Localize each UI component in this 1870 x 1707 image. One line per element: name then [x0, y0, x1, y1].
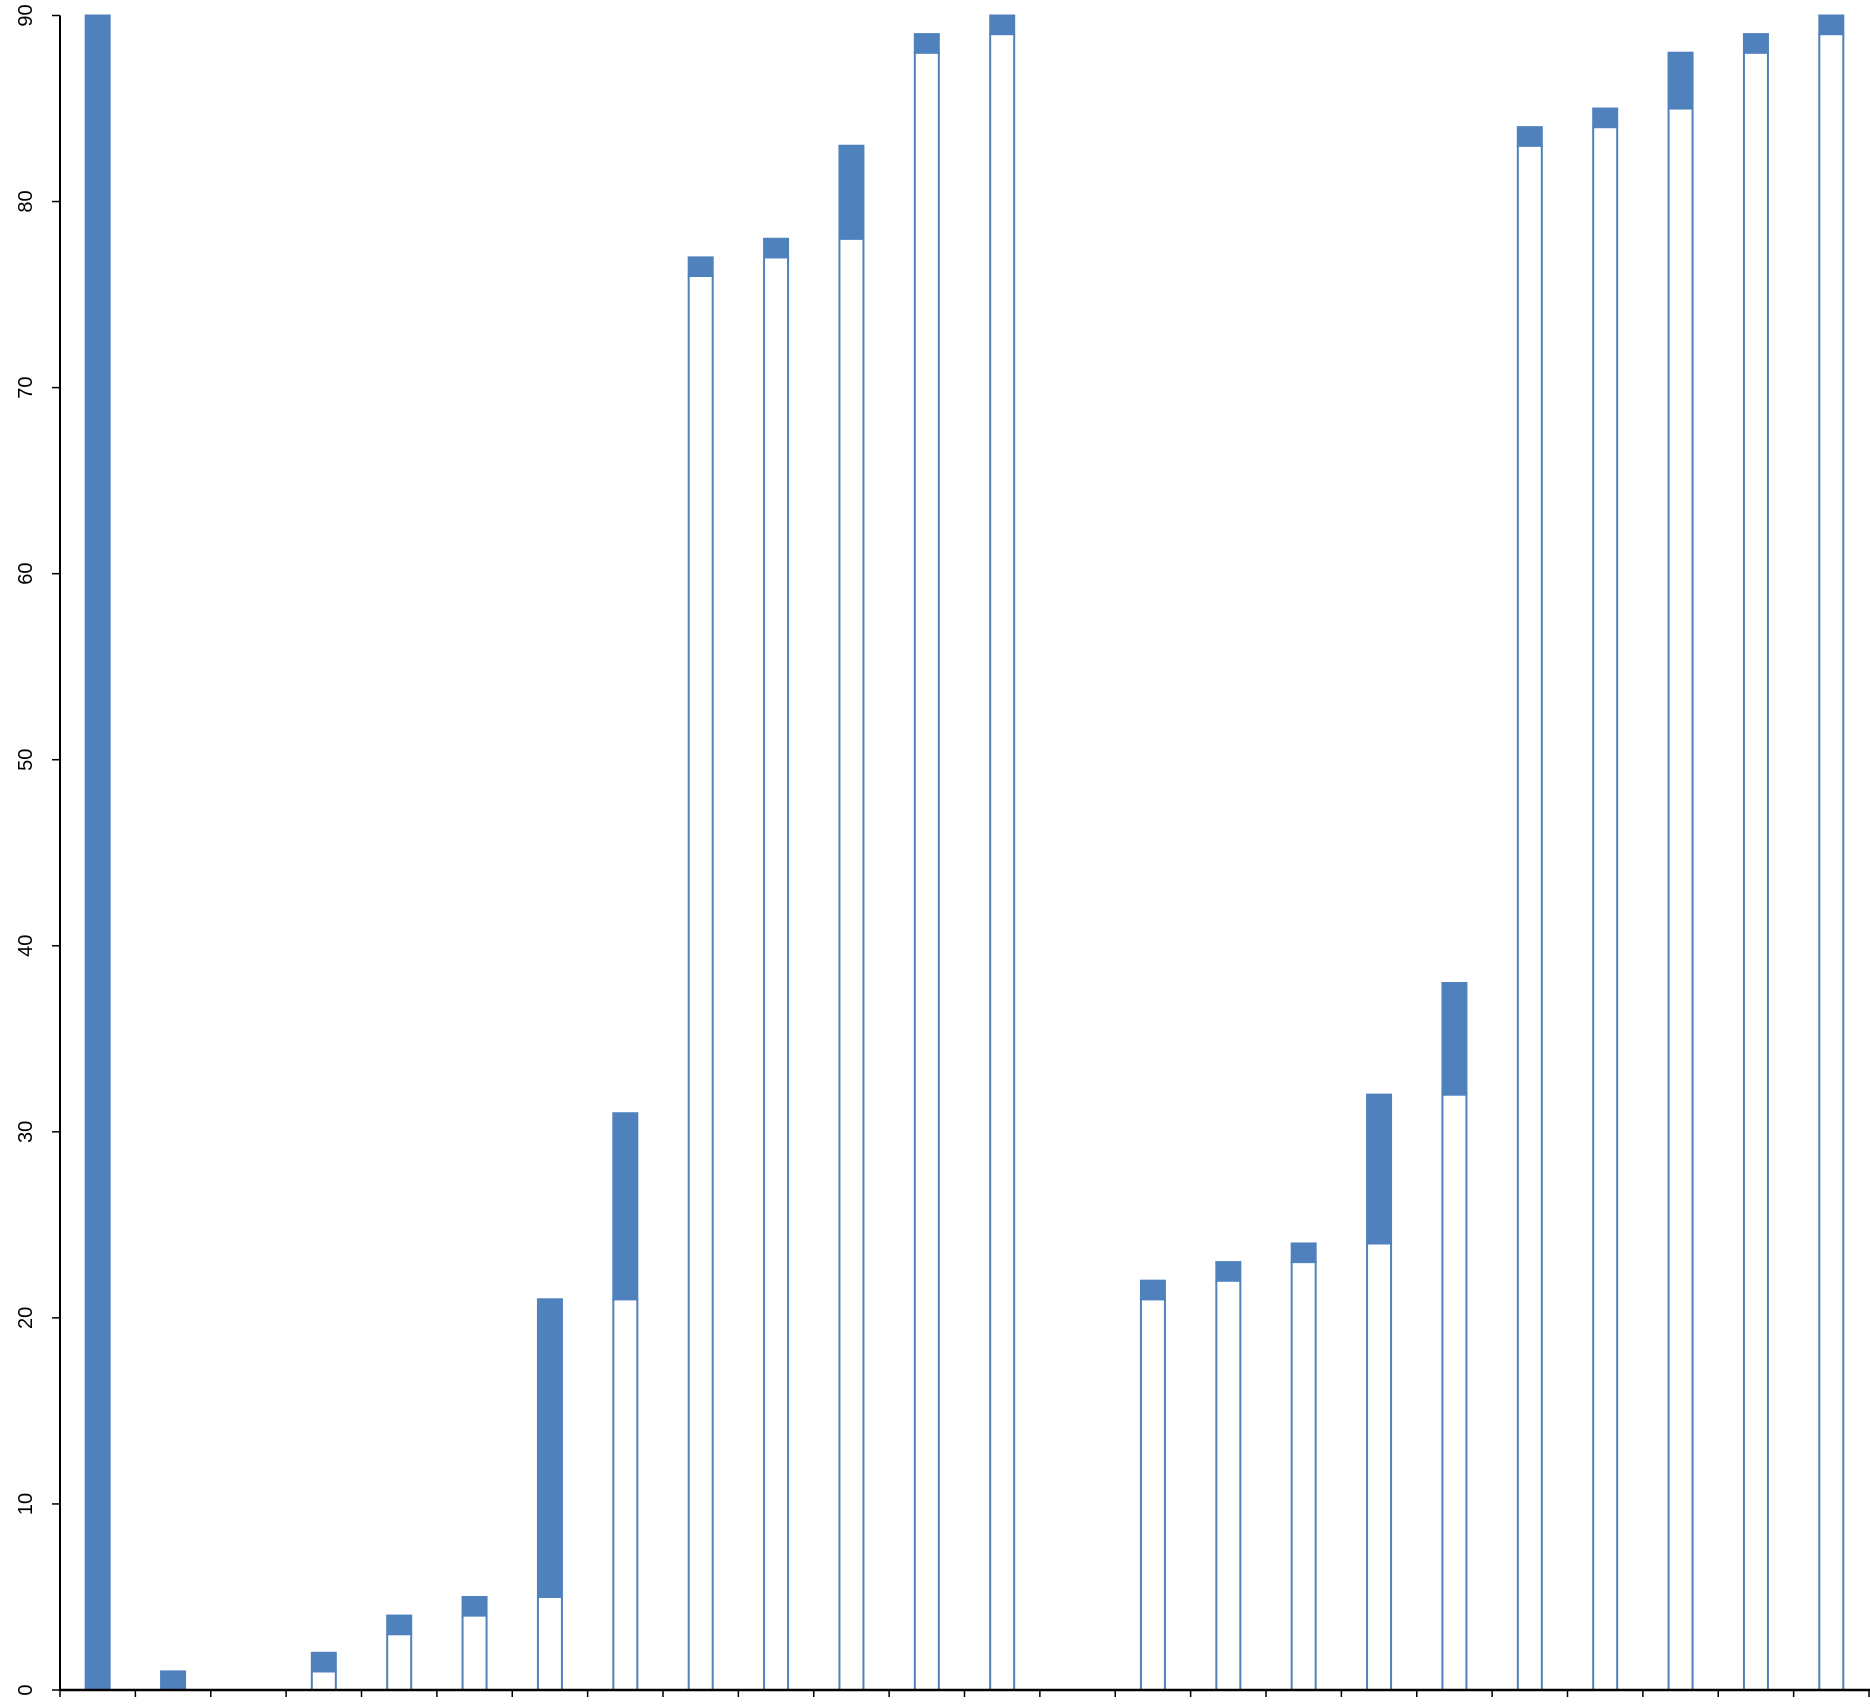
- bar-segment: [1592, 107, 1619, 129]
- bar-segment: [838, 144, 865, 240]
- bar-segment: [763, 237, 790, 259]
- bar-segment: [1215, 1261, 1242, 1282]
- bar-segment: [310, 1651, 337, 1673]
- bar-segment: [160, 1670, 187, 1691]
- bar-segment: [612, 1298, 639, 1691]
- y-tick-label: 90: [15, 4, 37, 26]
- y-tick-label: 50: [15, 749, 37, 771]
- bar-segment: [1818, 33, 1845, 1691]
- bar-segment: [612, 1112, 639, 1301]
- bar-segment: [989, 33, 1016, 1691]
- bar-segment: [1366, 1093, 1393, 1245]
- y-tick-label: 70: [15, 376, 37, 398]
- bar-segment: [386, 1614, 413, 1636]
- bar-segment: [1441, 981, 1468, 1096]
- y-tick-label: 0: [15, 1684, 37, 1695]
- bar-segment: [536, 1298, 563, 1598]
- bar-segment: [763, 256, 790, 1692]
- bar-segment: [1139, 1279, 1166, 1301]
- bar-segment: [1667, 51, 1694, 110]
- bar-segment: [913, 33, 940, 54]
- bar-segment: [461, 1595, 488, 1617]
- bar-segment: [838, 237, 865, 1691]
- y-tick-label: 40: [15, 935, 37, 957]
- bar-segment: [386, 1633, 413, 1692]
- bar-segment: [1818, 14, 1845, 36]
- bar-segment: [1139, 1298, 1166, 1691]
- y-tick-label: 80: [15, 190, 37, 212]
- bar-segment: [1366, 1242, 1393, 1691]
- bar-segment: [84, 14, 111, 1691]
- bar-segment: [687, 256, 714, 277]
- bar-segment: [1441, 1093, 1468, 1691]
- bar-segment: [1742, 33, 1769, 54]
- bar-segment: [1290, 1261, 1317, 1692]
- bar-segment: [1290, 1242, 1317, 1264]
- bar-segment: [1516, 144, 1543, 1691]
- bar-segment: [687, 274, 714, 1691]
- bar-segment: [1742, 51, 1769, 1692]
- y-tick-label: 60: [15, 563, 37, 585]
- y-tick-label: 30: [15, 1121, 37, 1143]
- bar-segment: [1667, 107, 1694, 1691]
- bar-segment: [461, 1614, 488, 1691]
- bar-segment: [989, 14, 1016, 36]
- bar-segment: [913, 51, 940, 1692]
- bar-segment: [536, 1595, 563, 1691]
- bar-segment: [1215, 1279, 1242, 1691]
- y-tick-label: 20: [15, 1307, 37, 1329]
- bar-segment: [310, 1670, 337, 1691]
- bar-segment: [1516, 126, 1543, 147]
- y-tick-label: 10: [15, 1493, 37, 1515]
- bar-segment: [1592, 126, 1619, 1692]
